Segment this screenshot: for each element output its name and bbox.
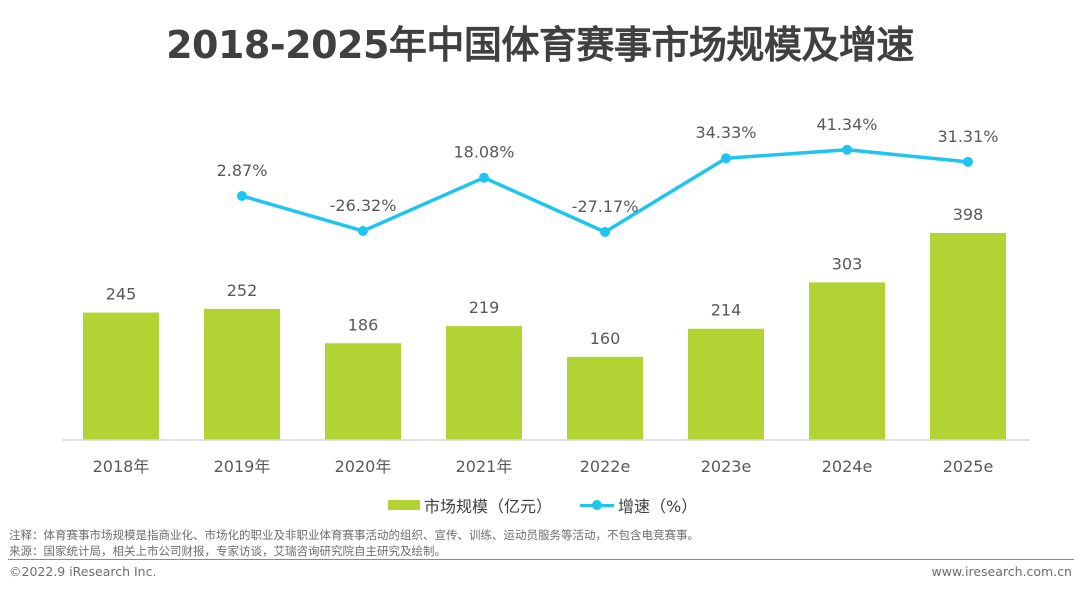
growth-point [237,190,247,201]
growth-value-label: 31.31% [937,127,998,146]
x-tick-label: 2022e [580,457,631,476]
legend-bar-swatch [388,500,420,510]
growth-point [600,227,610,238]
copyright: ©2022.9 iResearch Inc. [9,564,157,579]
bar [688,328,764,440]
x-tick-labels: 2018年 2019年 2020年 2021年 2022e 2023e 2024e 2025e [93,457,994,476]
footnote: 注释：体育赛事市场规模是指商业化、市场化的职业及非职业体育赛事活动的组织、宣传、… [9,528,699,542]
legend: 市场规模（亿元） 增速（%） [388,493,697,517]
x-tick-label: 2024e [822,457,873,476]
growth-value-label: 41.34% [816,115,877,134]
growth-value-label: 34.33% [695,123,756,142]
growth-value-label: 2.87% [217,161,268,180]
source-note: 来源：国家统计局，相关上市公司财报，专家访谈，艾瑞咨询研究院自主研究及绘制。 [9,544,446,558]
bar-value-label: 160 [590,329,621,348]
x-tick-label: 2019年 [214,457,271,476]
x-tick-label: 2020年 [335,457,392,476]
bar [446,326,522,440]
legend-line-swatch [580,499,615,511]
growth-point [963,156,973,167]
bar [930,233,1006,440]
website-link[interactable]: www.iresearch.com.cn [931,564,1073,579]
bar-value-label: 186 [348,315,379,334]
growth-value-label: -27.17% [572,197,639,216]
bar-value-label: 245 [106,285,137,304]
bar-value-label: 252 [227,281,258,300]
legend-line-label: 增速（%） [618,497,698,516]
x-tick-label: 2023e [701,457,752,476]
growth-point [479,172,489,183]
bar-value-labels: 245 252 186 219 160 214 303 398 [106,205,984,348]
growth-line [241,148,969,234]
legend-bar-label: 市场规模（亿元） [424,497,553,516]
bar [325,343,401,440]
growth-value-labels: 2.87% -26.32% 18.08% -27.17% 34.33% 41.34% 31.… [217,115,999,216]
growth-line-layer [237,144,973,238]
chart-title: 2018-2025年中国体育赛事市场规模及增速 [166,23,914,67]
x-tick-label: 2021年 [456,457,513,476]
bar [83,312,159,440]
growth-point [358,225,368,236]
x-tick-label: 2025e [943,457,994,476]
x-tick-label: 2018年 [93,457,150,476]
bar [204,308,280,440]
bar [567,356,643,440]
growth-point [842,144,852,155]
footer-divider [8,559,1074,560]
bar-value-label: 219 [469,298,500,317]
bar [809,282,885,440]
growth-point [721,153,731,164]
growth-value-label: 18.08% [453,143,514,162]
bar-value-label: 303 [832,254,863,273]
growth-value-label: -26.32% [330,196,397,215]
bar-value-label: 398 [953,205,984,224]
bar-value-label: 214 [711,301,742,320]
bars-layer [83,233,1006,440]
